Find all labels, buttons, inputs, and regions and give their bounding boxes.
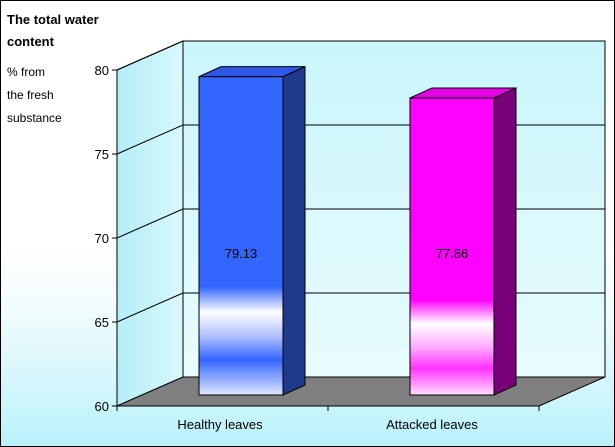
- bar-attacked: [409, 87, 517, 396]
- data-label-healthy: 79.13: [225, 246, 258, 261]
- bar-healthy-side: [282, 65, 306, 396]
- y-axis: [112, 69, 118, 407]
- gridline: [116, 40, 184, 71]
- y-axis-label: % from the fresh substance: [7, 65, 62, 125]
- bar-attacked-side: [493, 87, 517, 396]
- bar-healthy-front: [198, 76, 284, 396]
- data-label-attacked: 77.86: [436, 246, 469, 261]
- gridline: [116, 292, 184, 323]
- y-tick-label: 65: [95, 315, 109, 330]
- gridline: [116, 124, 184, 155]
- x-tick-label-attacked: Attacked leaves: [386, 417, 478, 432]
- chart-title: The total water content: [7, 12, 102, 49]
- y-tick-label: 60: [95, 399, 109, 414]
- y-tick-label: 75: [95, 147, 109, 162]
- data-labels: 79.13 77.86: [225, 246, 469, 261]
- bars: [198, 65, 517, 396]
- x-axis: [116, 405, 540, 411]
- bar-attacked-top: [409, 87, 517, 99]
- floor: [116, 376, 606, 407]
- y-tick-label: 70: [95, 231, 109, 246]
- bar-healthy: [198, 65, 306, 396]
- y-tick-label: 80: [95, 63, 109, 78]
- bar-attacked-front: [409, 97, 495, 396]
- x-tick-label-healthy: Healthy leaves: [177, 417, 263, 432]
- bar-healthy-top: [198, 66, 306, 78]
- gridline: [116, 208, 184, 239]
